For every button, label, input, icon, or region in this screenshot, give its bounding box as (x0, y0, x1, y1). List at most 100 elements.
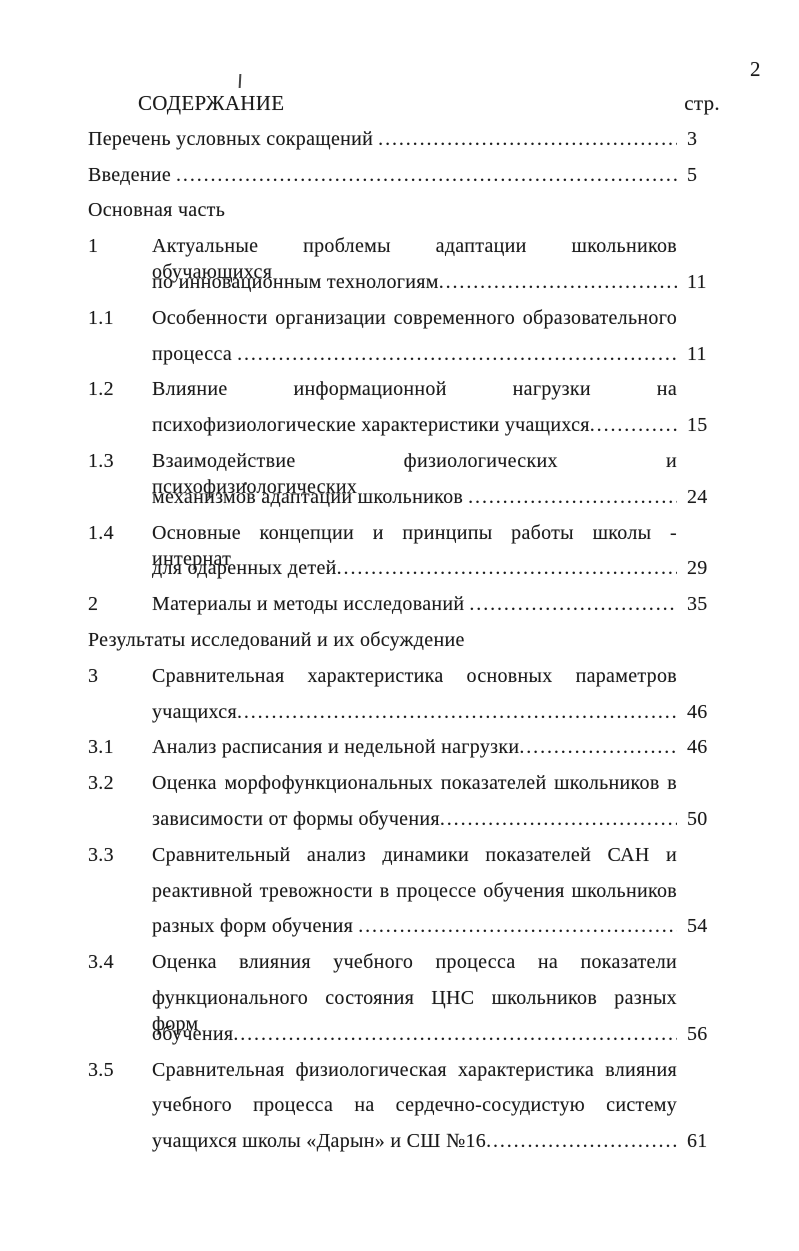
toc-row: реактивной тревожности в процессе обучен… (88, 878, 720, 914)
dot-leader: ........................................… (236, 700, 677, 723)
dot-leader: ........................................… (233, 1022, 677, 1045)
toc-row: 1.1 Особенности организации современного… (88, 305, 720, 341)
dot-leader: ........................................… (589, 414, 677, 437)
toc-row: механизмов адаптации школьников ........… (88, 484, 720, 520)
toc-heading: СОДЕРЖАНИЕ (138, 91, 285, 115)
toc-entry-title: зависимости от формы обучения (152, 807, 440, 830)
dot-leader: ........................................… (237, 342, 677, 365)
scan-artifact-dot (244, 482, 247, 485)
toc-entry-title: Взаимодействие физиологических и психофи… (152, 449, 677, 498)
toc-row: Введение ...............................… (88, 162, 720, 198)
toc-row: для одаренных детей ....................… (88, 555, 720, 591)
toc-entry-page: 35 (687, 593, 708, 616)
dot-leader: ........................................… (378, 127, 677, 150)
toc-row: 3.2 Оценка морфофункциональных показател… (88, 770, 720, 806)
toc-entry-title: Актуальные проблемы адаптации школьников… (152, 235, 677, 284)
toc-entry-page: 46 (687, 736, 708, 759)
toc-entry-page: 3 (687, 127, 698, 150)
toc-entry-page: 50 (687, 807, 708, 830)
toc-entry-number: 1.3 (88, 449, 114, 472)
toc-row: 3.3 Сравнительный анализ динамики показа… (88, 842, 720, 878)
toc-entry-title: Введение (88, 163, 172, 186)
toc-entry-title: Сравнительная характеристика основных па… (152, 664, 677, 687)
dot-leader: ........................................… (486, 1130, 677, 1153)
toc-entry-number: 3.1 (88, 736, 114, 759)
toc-entry-title: реактивной тревожности в процессе обучен… (152, 879, 677, 902)
toc-entry-title: Результаты исследований и их обсуждение (88, 628, 465, 651)
dot-leader: ........................................… (469, 593, 677, 616)
dot-leader: ........................................… (336, 557, 677, 580)
toc-row: Основная часть (88, 197, 720, 233)
toc-row: функционального состояния ЦНС школьников… (88, 985, 720, 1035)
toc-row: 2 Материалы и методы исследований ......… (88, 591, 720, 627)
toc-entry-page: 5 (687, 163, 698, 186)
toc-entry-number: 3.4 (88, 951, 114, 974)
toc-entry-title: для одаренных детей (152, 557, 337, 580)
toc-row: психофизиологические характеристики учащ… (88, 412, 720, 448)
dot-leader: ........................................… (519, 736, 677, 759)
toc-entry-title: разных форм обучения (152, 915, 354, 938)
toc-row: зависимости от формы обучения ..........… (88, 806, 720, 842)
toc-entry-title: Основные концепции и принципы работы шко… (152, 521, 677, 570)
toc-row: 1.4 Основные концепции и принципы работы… (88, 520, 720, 570)
toc-row: 3.5 Сравнительная физиологическая характ… (88, 1057, 720, 1093)
toc-entry-number: 1.4 (88, 521, 114, 544)
toc-entry-title: Влияние информационной нагрузки на (152, 378, 677, 401)
toc-entry-page: 29 (687, 557, 708, 580)
toc-entry-number: 3 (88, 664, 99, 687)
toc-header-row: СОДЕРЖАНИЕ стр. (88, 90, 720, 126)
toc-row: учащихся ...............................… (88, 699, 720, 735)
page-number: 2 (750, 57, 761, 81)
toc-row: 3.1 Анализ расписания и недельной нагруз… (88, 734, 720, 770)
toc-entry-title: по инновационным технологиям (152, 270, 439, 293)
toc-entry-page: 61 (687, 1130, 708, 1153)
toc-entry-title: Материалы и методы исследований (152, 593, 465, 616)
toc-row: учебного процесса на сердечно-сосудистую… (88, 1092, 720, 1128)
toc-entry-title: Оценка морфофункциональных показателей ш… (152, 772, 677, 795)
toc-entry-title: Перечень условных сокращений (88, 127, 374, 150)
toc-entry-title: механизмов адаптации школьников (152, 485, 464, 508)
toc-entry-page: 11 (687, 270, 707, 293)
toc-entry-title: Анализ расписания и недельной нагрузки (152, 736, 520, 759)
scan-artifact-tick (238, 73, 242, 89)
dot-leader: ........................................… (468, 485, 677, 508)
toc-entry-page: 56 (687, 1022, 708, 1045)
toc-entry-title: учащихся школы «Дарын» и СШ №16 (152, 1130, 487, 1153)
toc-entry-title: процесса (152, 342, 233, 365)
toc-entry-page: 11 (687, 342, 707, 365)
dot-leader: ........................................… (358, 915, 677, 938)
toc-row: 1.2 Влияние информационной нагрузки на (88, 376, 720, 412)
page-column-header: стр. (684, 91, 720, 115)
table-of-contents: СОДЕРЖАНИЕ стр. Перечень условных сокращ… (88, 90, 720, 1164)
toc-entry-title: учебного процесса на сердечно-сосудистую… (152, 1094, 677, 1117)
toc-entry-title: Оценка влияния учебного процесса на пока… (152, 951, 677, 974)
toc-row: Результаты исследований и их обсуждение (88, 627, 720, 663)
toc-entries: Перечень условных сокращений ...........… (88, 126, 720, 1164)
toc-row: 1 Актуальные проблемы адаптации школьник… (88, 233, 720, 283)
toc-row: учащихся школы «Дарын» и СШ №16 ........… (88, 1128, 720, 1164)
toc-entry-number: 1.2 (88, 378, 114, 401)
toc-row: обучения ...............................… (88, 1021, 720, 1057)
toc-entry-title: психофизиологические характеристики учащ… (152, 414, 590, 437)
dot-leader: ........................................… (439, 807, 677, 830)
toc-entry-page: 54 (687, 915, 708, 938)
toc-row: процесса ...............................… (88, 341, 720, 377)
toc-entry-title: Сравнительная физиологическая характерис… (152, 1058, 677, 1081)
toc-entry-number: 3.3 (88, 843, 114, 866)
toc-entry-title: Сравнительный анализ динамики показателе… (152, 843, 677, 866)
toc-row: 3.4 Оценка влияния учебного процесса на … (88, 949, 720, 985)
toc-entry-title: Основная часть (88, 199, 226, 222)
toc-row: Перечень условных сокращений ...........… (88, 126, 720, 162)
toc-entry-title: Особенности организации современного обр… (152, 306, 677, 329)
toc-entry-page: 15 (687, 414, 708, 437)
toc-entry-page: 46 (687, 700, 708, 723)
toc-entry-number: 1 (88, 235, 99, 258)
toc-entry-title: учащихся (152, 700, 237, 723)
toc-row: 1.3 Взаимодействие физиологических и пси… (88, 448, 720, 498)
toc-entry-number: 2 (88, 593, 99, 616)
dot-leader: ........................................… (438, 270, 677, 293)
toc-row: разных форм обучения ...................… (88, 913, 720, 949)
toc-entry-number: 3.5 (88, 1058, 114, 1081)
toc-entry-page: 24 (687, 485, 708, 508)
